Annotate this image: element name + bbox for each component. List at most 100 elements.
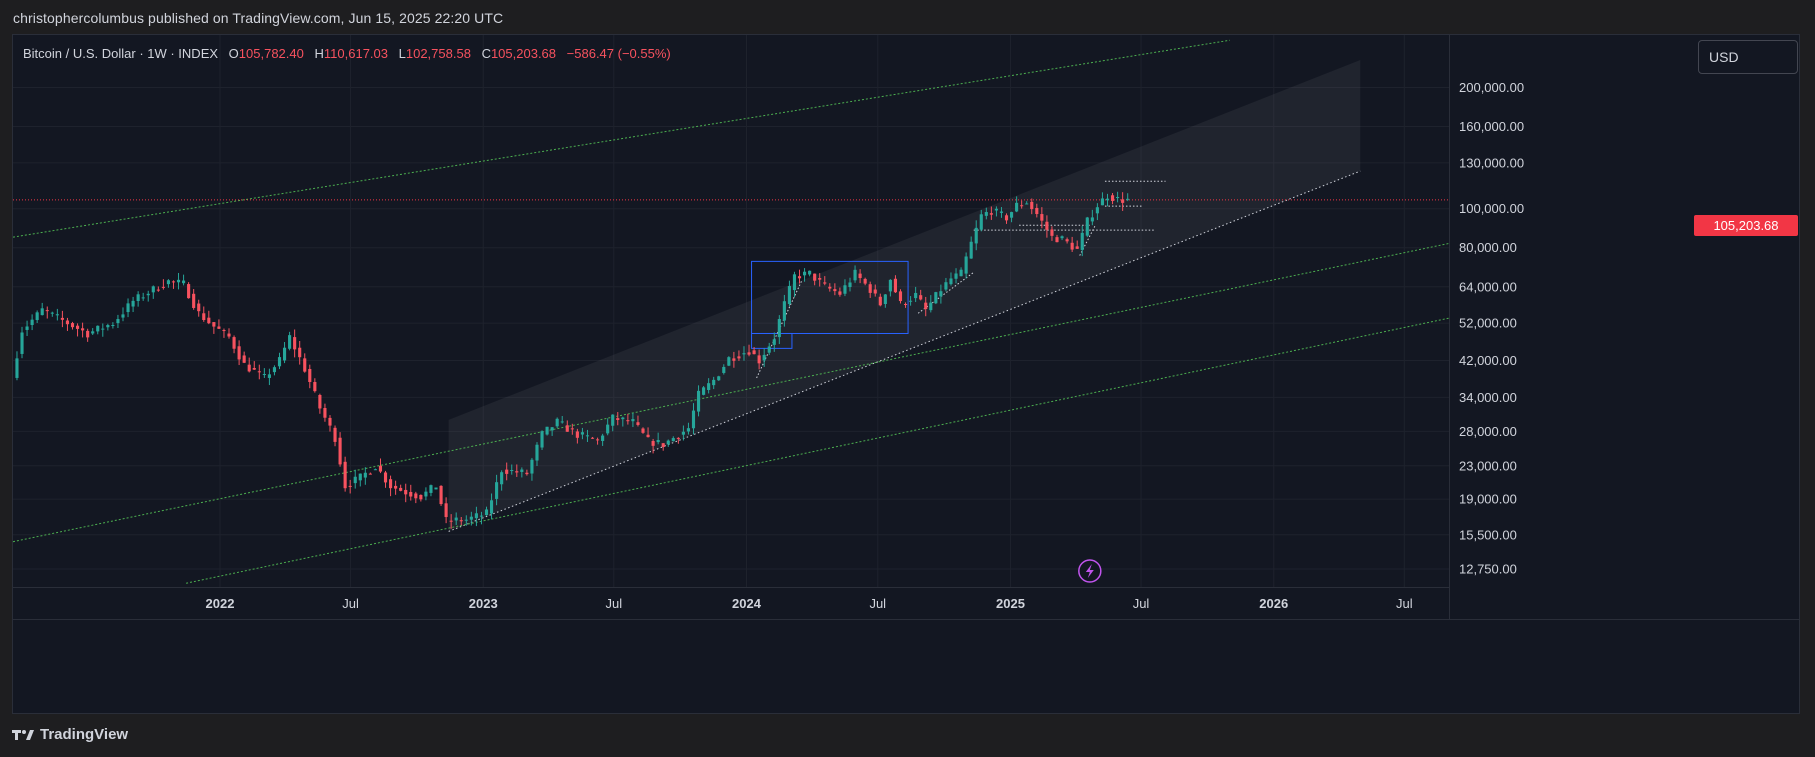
candle [919,289,923,301]
candle-body [792,274,797,291]
x-tick-label: Jul [869,596,886,611]
chart-frame[interactable]: 200,000.00 160,000.00 130,000.00 100,000.00… [12,34,1800,714]
candle [91,328,95,336]
candle-body [565,425,569,432]
candle [489,493,494,520]
candle-body [65,320,70,325]
candle-body [671,438,675,442]
candle-body [1040,214,1044,221]
close-value: 105,203.68 [490,46,557,61]
candle-body [121,314,125,318]
open-value: 105,782.40 [238,46,304,61]
candle-body [176,279,181,283]
candle [848,277,852,292]
candle [1110,193,1115,205]
candle [363,467,367,485]
candle [787,280,791,307]
candle-body [282,347,287,361]
candle [585,429,590,443]
candle [1075,240,1079,249]
candle [469,511,473,526]
green-channel-line-3 [185,317,1449,584]
candle [308,364,312,389]
candle [40,302,44,316]
candle [318,393,322,414]
candle [535,442,539,466]
change-value: −586.47 (−0.55%) [566,46,671,61]
candle-body [939,291,943,297]
candle [686,422,691,435]
price-chart[interactable]: 200,000.00 160,000.00 130,000.00 100,000.00… [13,35,1800,714]
candle-body [96,325,100,332]
y-tick-label: 160,000.00 [1459,119,1524,134]
candle-body [101,328,105,330]
candle-body [20,332,24,354]
candle-body [277,357,282,367]
candle [333,425,337,447]
y-tick-label: 64,000.00 [1459,279,1517,294]
candle-body [55,314,59,316]
candle [732,351,736,368]
candle-body [454,517,458,521]
candle [449,514,453,529]
candle-body [1025,203,1029,205]
candle-body [75,325,80,329]
candle [696,385,701,417]
candle-body [535,444,539,461]
candle [898,289,903,304]
candle-body [161,286,165,288]
candle [500,470,504,491]
candle-body [202,313,206,320]
candle-body [187,284,191,299]
candle [262,368,266,378]
candle [914,286,918,303]
candle [717,375,721,381]
candle-body [1121,199,1125,203]
candle [994,206,998,217]
candle-body [267,374,271,378]
candle [742,346,746,361]
candle-body [464,519,468,521]
candle-body [288,335,292,349]
tradingview-logo[interactable]: TradingView [12,726,128,743]
candle-body [676,437,680,439]
candle-body [979,214,983,230]
candle-body [590,437,595,439]
candle-body [313,381,317,392]
candle-body [363,472,367,478]
symbol-title[interactable]: Bitcoin / U.S. Dollar · 1W · INDEX [23,46,219,61]
candle-body [797,276,802,279]
candle [878,293,882,307]
candle [404,483,408,503]
candle [348,479,352,494]
candle-body [656,440,660,443]
candle [15,351,19,381]
candle-body [903,303,908,305]
candle-body [914,292,918,299]
candle-body [136,294,140,302]
candle [510,464,514,475]
candle-body [30,319,34,325]
high-label: H [314,46,324,61]
candle [383,470,388,488]
candle [989,206,993,220]
candle [636,415,640,427]
candle [616,412,620,426]
candle-body [358,473,362,481]
candle [803,268,807,282]
candle [702,386,706,396]
candle-body [505,469,509,474]
candle-body [25,326,29,330]
candle-body [782,301,786,321]
candle-body [616,418,620,420]
candle-body [762,354,766,361]
candle-body [540,431,544,448]
currency-button[interactable]: USD [1698,40,1798,74]
candle [631,412,635,428]
candle-body [15,358,19,378]
candle-body [272,367,277,373]
candle-body [651,440,655,446]
candle [868,281,872,298]
candle-body [237,346,241,360]
candle [939,284,943,304]
